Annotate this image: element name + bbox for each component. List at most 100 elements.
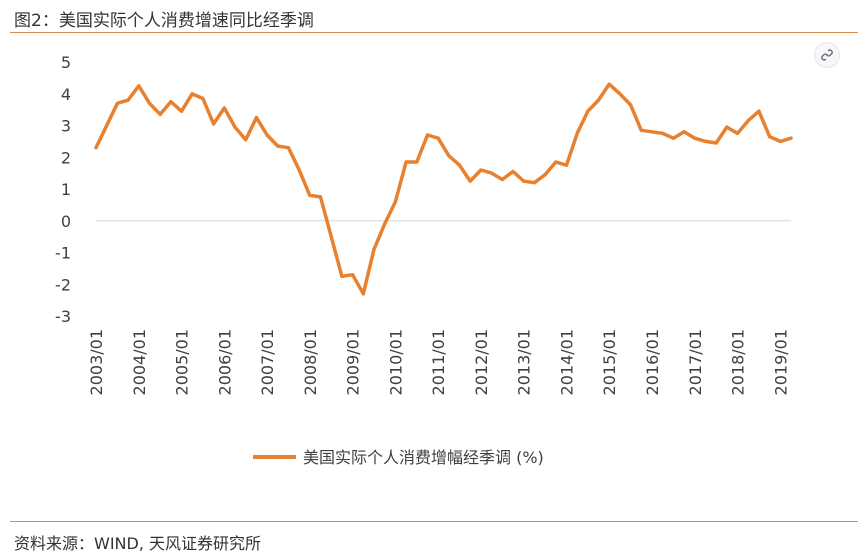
data-point xyxy=(393,200,397,204)
y-tick-label: 0 xyxy=(61,212,71,231)
data-point xyxy=(490,171,494,175)
data-point xyxy=(212,122,216,126)
source-divider xyxy=(10,521,858,522)
data-point xyxy=(500,177,504,182)
data-point xyxy=(768,135,772,139)
data-point xyxy=(190,92,194,96)
data-point xyxy=(383,222,387,226)
y-tick-label: 3 xyxy=(61,117,71,136)
data-point xyxy=(447,154,451,158)
x-tick-label: 2005/01 xyxy=(173,329,192,395)
data-point xyxy=(340,274,344,278)
y-tick-label: 2 xyxy=(61,148,71,167)
data-point xyxy=(329,235,333,239)
data-point xyxy=(746,119,750,123)
x-tick-label: 2013/01 xyxy=(515,329,534,395)
data-point xyxy=(137,84,141,88)
x-tick-label: 2010/01 xyxy=(386,329,405,395)
x-tick-label: 2016/01 xyxy=(643,329,662,395)
x-tick-label: 2009/01 xyxy=(344,329,363,395)
data-point xyxy=(425,133,430,137)
data-point xyxy=(94,146,98,150)
data-point xyxy=(254,116,258,120)
source-note: 资料来源：WIND, 天风证券研究所 xyxy=(14,534,262,553)
x-tick-label: 2017/01 xyxy=(686,329,705,395)
data-point xyxy=(126,98,130,102)
title-divider xyxy=(10,32,858,33)
legend-label: 美国实际个人消费增幅经季调 (%) xyxy=(303,448,544,467)
y-tick-label: -3 xyxy=(55,307,71,326)
data-point xyxy=(276,144,280,148)
data-point xyxy=(105,123,109,128)
data-point xyxy=(457,163,462,167)
data-point xyxy=(671,136,676,140)
x-tick-label: 2012/01 xyxy=(472,329,491,395)
data-point xyxy=(468,179,472,183)
data-point xyxy=(372,247,376,251)
data-point xyxy=(436,136,440,140)
y-tick-label: -1 xyxy=(55,244,71,263)
y-tick-label: 1 xyxy=(61,180,71,199)
data-point xyxy=(650,130,654,134)
x-tick-label: 2015/01 xyxy=(600,329,619,395)
data-point xyxy=(703,139,708,143)
data-point xyxy=(479,168,483,172)
data-point xyxy=(757,109,761,113)
data-point xyxy=(244,138,248,142)
data-point xyxy=(404,160,408,164)
data-point xyxy=(169,100,173,104)
legend: 美国实际个人消费增幅经季调 (%) xyxy=(253,448,544,467)
data-point xyxy=(532,181,537,185)
data-point xyxy=(265,133,269,137)
data-point xyxy=(511,169,515,174)
series-line-real-consumption xyxy=(94,82,793,296)
data-point xyxy=(318,195,323,199)
series-layer xyxy=(94,82,793,296)
x-tick-label: 2004/01 xyxy=(130,329,149,395)
data-point xyxy=(415,160,419,164)
x-tick-label: 2014/01 xyxy=(557,329,576,395)
data-point xyxy=(179,109,184,113)
data-point xyxy=(286,146,291,150)
data-point xyxy=(233,125,237,129)
data-point xyxy=(543,173,547,177)
data-point xyxy=(297,168,301,172)
data-point xyxy=(351,273,355,277)
data-point xyxy=(607,82,611,86)
x-axis: 2003/01 2004/01 2005/01 2006/01 2007/01 2008/… xyxy=(87,220,791,395)
data-point xyxy=(575,131,579,135)
data-point xyxy=(629,103,633,107)
data-point xyxy=(661,131,665,135)
data-point xyxy=(693,136,697,140)
data-point xyxy=(361,292,365,296)
data-point xyxy=(778,139,782,143)
x-tick-label: 2018/01 xyxy=(729,329,748,395)
x-tick-label: 2006/01 xyxy=(215,329,234,395)
data-point xyxy=(714,141,718,145)
y-tick-label: 5 xyxy=(61,53,71,72)
figure-title: 图2：美国实际个人消费增速同比经季调 xyxy=(14,11,314,31)
data-point xyxy=(522,179,526,183)
x-tick-label: 2008/01 xyxy=(301,329,320,395)
y-tick-label: 4 xyxy=(61,85,71,104)
data-point xyxy=(201,96,205,101)
data-point xyxy=(554,160,558,164)
data-point xyxy=(596,98,601,102)
x-tick-label: 2019/01 xyxy=(771,329,790,395)
data-point xyxy=(725,125,729,129)
y-axis: 5 4 3 2 1 0 -1 -2 -3 xyxy=(55,53,71,326)
line-chart: 5 4 3 2 1 0 -1 -2 -3 2003/01 2004/01 2005/01 2006/0… xyxy=(55,53,793,467)
data-point xyxy=(682,130,686,134)
data-point xyxy=(564,163,569,167)
link-button[interactable] xyxy=(814,42,840,68)
data-point xyxy=(586,109,590,113)
data-point xyxy=(639,128,643,132)
data-point xyxy=(158,112,162,116)
data-point xyxy=(308,193,312,197)
data-point xyxy=(147,101,152,105)
x-tick-label: 2003/01 xyxy=(87,329,106,395)
data-point xyxy=(735,131,740,135)
x-tick-label: 2011/01 xyxy=(429,329,448,395)
data-point xyxy=(222,106,226,110)
link-icon xyxy=(821,49,833,61)
